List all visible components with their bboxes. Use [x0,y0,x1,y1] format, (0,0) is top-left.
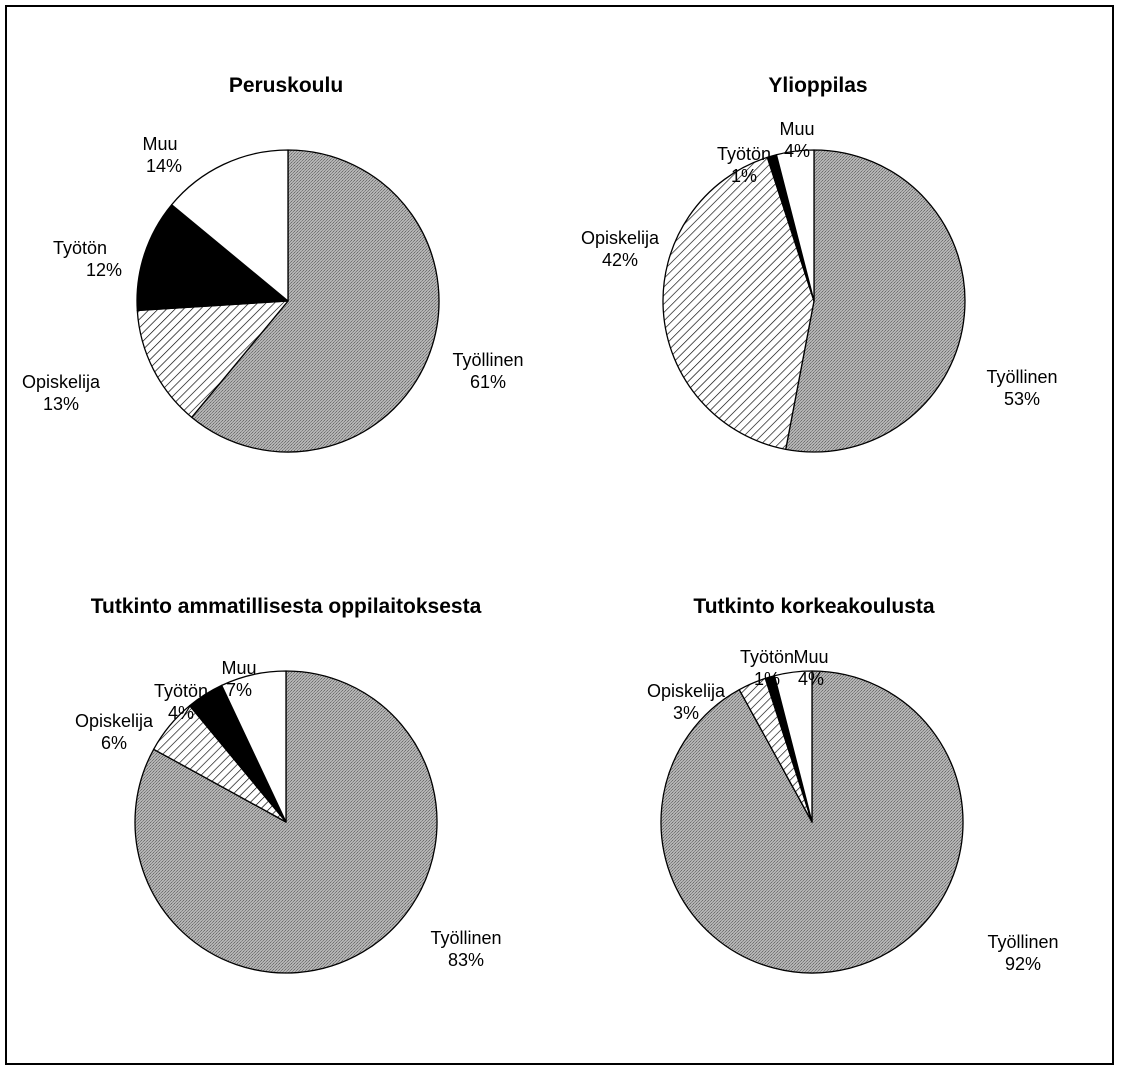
slice-label-muu: Muu [779,119,814,139]
chart-title: Tutkinto korkeakoulusta [693,595,934,618]
slice-label-tyollinen: Työllinen [987,932,1058,952]
slice-label-tyoton: Työtön [154,681,208,701]
slice-value-tyoton: 12% [86,260,122,280]
pie-slice-opiskelija [136,300,289,418]
pie-slice-tyollinen [785,149,966,453]
slice-value-tyollinen: 61% [470,372,506,392]
slice-value-muu: 14% [146,156,182,176]
slice-label-muu: Muu [221,658,256,678]
pie-ammatillinen [134,670,438,974]
pie-slice-tyoton [136,204,289,312]
slice-value-opiskelija: 6% [101,733,127,753]
slice-label-tyollinen: Työllinen [986,367,1057,387]
chart-title: Peruskoulu [229,74,343,97]
slice-value-opiskelija: 13% [43,394,79,414]
slice-value-opiskelija: 3% [673,703,699,723]
pie-ylioppilas [662,149,966,453]
pie-slice-opiskelija [662,156,815,450]
slice-label-tyollinen: Työllinen [430,928,501,948]
pie-peruskoulu [136,149,440,453]
pie-slice-tyollinen [191,149,440,453]
slice-value-tyollinen: 83% [448,950,484,970]
slice-value-tyoton: 1% [754,669,780,689]
slice-label-opiskelija: Opiskelija [647,681,726,701]
slice-value-tyoton: 4% [168,703,194,723]
pie-korkeakoulu [660,670,964,974]
slice-label-opiskelija: Opiskelija [581,228,660,248]
slice-value-muu: 4% [784,141,810,161]
slice-value-tyoton: 1% [731,166,757,186]
slice-label-muu: Muu [793,647,828,667]
slice-label-tyoton: Työtön [740,647,794,667]
chart-title: Ylioppilas [768,74,867,97]
slice-label-tyollinen: Työllinen [452,350,523,370]
pie-slice-muu [221,670,287,823]
chart-title: Tutkinto ammatillisesta oppilaitoksesta [91,595,482,618]
pie-slice-muu [171,149,289,302]
slice-value-opiskelija: 42% [602,250,638,270]
slice-label-tyoton: Työtön [53,238,107,258]
slice-value-muu: 7% [226,680,252,700]
slice-value-muu: 4% [798,669,824,689]
pie-slice-muu [773,670,813,823]
pie-slice-muu [775,149,815,302]
slice-label-tyoton: Työtön [717,144,771,164]
slice-label-muu: Muu [142,134,177,154]
slice-value-tyollinen: 53% [1004,389,1040,409]
slice-label-opiskelija: Opiskelija [75,711,154,731]
slice-value-tyollinen: 92% [1005,954,1041,974]
slice-label-opiskelija: Opiskelija [22,372,101,392]
